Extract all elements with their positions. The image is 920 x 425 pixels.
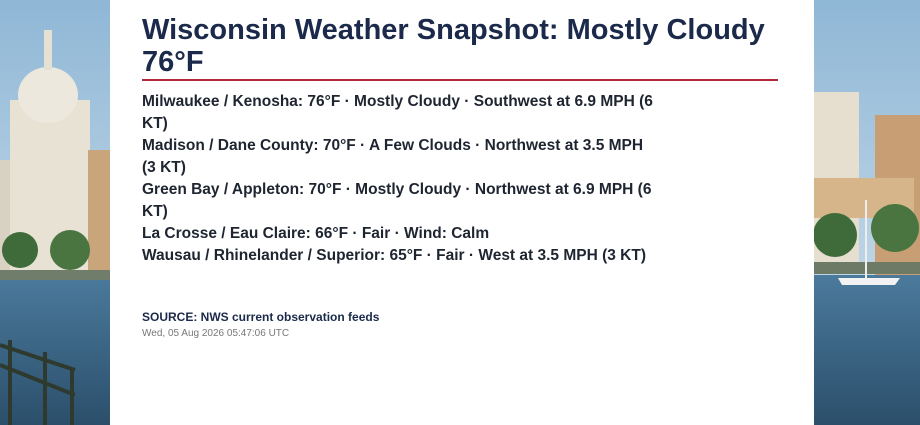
- divider: [142, 79, 778, 81]
- observation-list: Milwaukee / Kenosha: 76°F · Mostly Cloud…: [142, 91, 654, 267]
- observation: Wausau / Rhinelander / Superior: 65°F · …: [142, 247, 647, 264]
- card: Wisconsin Weather Snapshot: Mostly Cloud…: [110, 0, 814, 425]
- observation: Milwaukee / Kenosha: 76°F · Mostly Cloud…: [142, 93, 653, 132]
- source: SOURCE: NWS current observation feeds: [142, 310, 380, 324]
- observation: La Crosse / Eau Claire: 66°F · Fair · Wi…: [142, 225, 490, 242]
- observation: Madison / Dane County: 70°F · A Few Clou…: [142, 137, 644, 176]
- observation: Green Bay / Appleton: 70°F · Mostly Clou…: [142, 181, 652, 220]
- timestamp: Wed, 05 Aug 2026 05:47:06 UTC: [142, 328, 290, 339]
- title: Wisconsin Weather Snapshot: Mostly Cloud…: [142, 14, 765, 78]
